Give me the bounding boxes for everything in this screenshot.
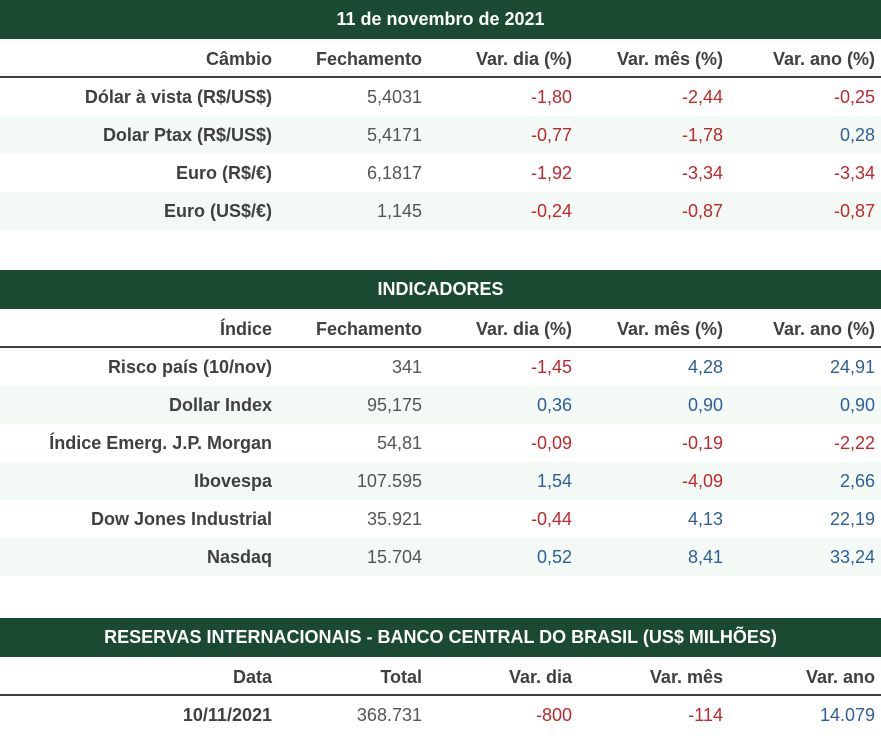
indicadores-title: INDICADORES (0, 270, 881, 309)
month-var: -1,78 (681, 125, 723, 145)
close-value: 5,4031 (366, 87, 422, 107)
year-var: -2,22 (833, 433, 875, 453)
day-var: -0,24 (530, 201, 572, 221)
table-row: Euro (R$/€) 6,1817 -1,92 -3,34 -3,34 (0, 154, 881, 192)
year-var: 33,24 (829, 547, 875, 567)
col-header-month: Var. mês (649, 667, 723, 687)
close-value: 35.921 (366, 509, 422, 529)
table-row: Risco país (10/nov) 341 -1,45 4,28 24,91 (0, 348, 881, 386)
col-header-close: Fechamento (315, 319, 422, 339)
table-row: Ibovespa 107.595 1,54 -4,09 2,66 (0, 462, 881, 500)
col-header-day: Var. dia (%) (475, 49, 572, 69)
close-value: 6,1817 (366, 163, 422, 183)
close-value: 1,145 (376, 201, 422, 221)
col-header-day: Var. dia (508, 667, 572, 687)
year-var: -0,87 (833, 201, 875, 221)
month-var: -4,09 (681, 471, 723, 491)
year-var: 24,91 (829, 357, 875, 377)
day-var: -0,09 (530, 433, 572, 453)
day-var: 0,36 (536, 395, 572, 415)
day-var: 1,54 (536, 471, 572, 491)
col-header-name: Índice (219, 319, 272, 339)
table-row: 10/11/2021 368.731 -800 -114 14.079 (0, 696, 881, 734)
year-var: 14.079 (819, 705, 875, 725)
row-label: Dollar Index (168, 395, 272, 415)
day-var: -0,44 (530, 509, 572, 529)
month-var: -114 (688, 705, 723, 725)
col-header-month: Var. mês (%) (616, 319, 723, 339)
col-header-month: Var. mês (%) (616, 49, 723, 69)
reservas-title: RESERVAS INTERNACIONAIS - BANCO CENTRAL … (0, 618, 881, 657)
year-var: -3,34 (833, 163, 875, 183)
month-var: 4,13 (687, 509, 723, 529)
year-var: 0,28 (839, 125, 875, 145)
year-var: 2,66 (839, 471, 875, 491)
day-var: -1,80 (530, 87, 572, 107)
col-header-year: Var. ano (805, 667, 875, 687)
row-label: Euro (US$/€) (163, 201, 272, 221)
year-var: -0,25 (833, 87, 875, 107)
reservas-table: RESERVAS INTERNACIONAIS - BANCO CENTRAL … (0, 618, 881, 734)
day-var: -1,45 (530, 357, 572, 377)
table-row: Índice Emerg. J.P. Morgan 54,81 -0,09 -0… (0, 424, 881, 462)
close-value: 5,4171 (366, 125, 422, 145)
cambio-table: 11 de novembro de 2021 Câmbio Fechamento… (0, 0, 881, 230)
table-row: Dolar Ptax (R$/US$) 5,4171 -0,77 -1,78 0… (0, 116, 881, 154)
day-var: -800 (535, 705, 572, 725)
row-label: Nasdaq (206, 547, 272, 567)
month-var: -3,34 (681, 163, 723, 183)
close-value: 54,81 (376, 433, 422, 453)
row-label: Euro (R$/€) (175, 163, 272, 183)
year-var: 22,19 (829, 509, 875, 529)
row-label: Dólar à vista (R$/US$) (84, 87, 272, 107)
close-value: 341 (391, 357, 422, 377)
table-row: Dow Jones Industrial 35.921 -0,44 4,13 2… (0, 500, 881, 538)
col-header-year: Var. ano (%) (772, 49, 875, 69)
row-label: 10/11/2021 (182, 705, 272, 725)
table-row: Euro (US$/€) 1,145 -0,24 -0,87 -0,87 (0, 192, 881, 230)
month-var: 4,28 (687, 357, 723, 377)
row-label: Dow Jones Industrial (90, 509, 272, 529)
total-value: 368.731 (356, 705, 422, 725)
row-label: Risco país (10/nov) (107, 357, 272, 377)
cambio-title: 11 de novembro de 2021 (0, 0, 881, 39)
table-row: Nasdaq 15.704 0,52 8,41 33,24 (0, 538, 881, 576)
col-header-name: Câmbio (205, 49, 272, 69)
month-var: -2,44 (681, 87, 723, 107)
year-var: 0,90 (839, 395, 875, 415)
close-value: 95,175 (366, 395, 422, 415)
indicadores-header-row: Índice Fechamento Var. dia (%) Var. mês … (0, 309, 881, 348)
cambio-header-row: Câmbio Fechamento Var. dia (%) Var. mês … (0, 39, 881, 78)
day-var: -0,77 (530, 125, 572, 145)
indicadores-table: INDICADORES Índice Fechamento Var. dia (… (0, 270, 881, 576)
month-var: 0,90 (687, 395, 723, 415)
reservas-header-row: Data Total Var. dia Var. mês Var. ano (0, 657, 881, 696)
row-label: Ibovespa (193, 471, 272, 491)
day-var: -1,92 (530, 163, 572, 183)
day-var: 0,52 (536, 547, 572, 567)
table-row: Dollar Index 95,175 0,36 0,90 0,90 (0, 386, 881, 424)
close-value: 15.704 (366, 547, 422, 567)
month-var: -0,87 (681, 201, 723, 221)
close-value: 107.595 (356, 471, 422, 491)
row-label: Índice Emerg. J.P. Morgan (49, 433, 272, 453)
col-header-date: Data (232, 667, 272, 687)
month-var: 8,41 (687, 547, 723, 567)
col-header-day: Var. dia (%) (475, 319, 572, 339)
table-row: Dólar à vista (R$/US$) 5,4031 -1,80 -2,4… (0, 78, 881, 116)
col-header-total: Total (380, 667, 422, 687)
month-var: -0,19 (681, 433, 723, 453)
row-label: Dolar Ptax (R$/US$) (102, 125, 272, 145)
col-header-year: Var. ano (%) (772, 319, 875, 339)
col-header-close: Fechamento (315, 49, 422, 69)
